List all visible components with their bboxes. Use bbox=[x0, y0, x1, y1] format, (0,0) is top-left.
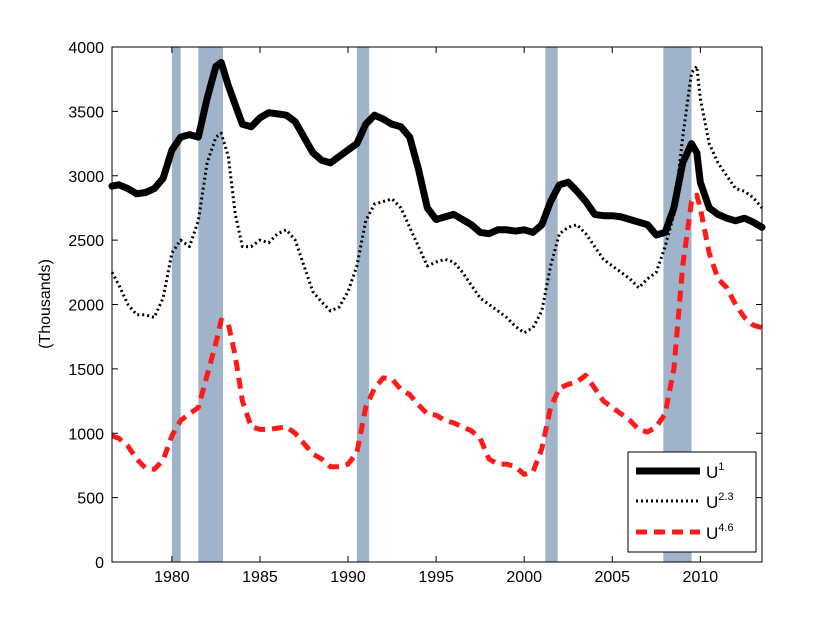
y-tick-label: 4000 bbox=[68, 40, 104, 57]
series-layer bbox=[108, 58, 766, 477]
x-tick-label: 1980 bbox=[154, 569, 190, 586]
y-tick-label: 3500 bbox=[68, 104, 104, 121]
legend-entry-u46-sup: 4.6 bbox=[718, 522, 733, 534]
series-line-u23 bbox=[110, 64, 764, 335]
legend-entry-u46-name: U bbox=[706, 524, 718, 543]
legend-entry-u1-name: U bbox=[706, 463, 718, 482]
legend-entry-u1-sup: 1 bbox=[718, 461, 724, 473]
y-axis-title: (Thousands) bbox=[37, 259, 54, 349]
y-tick-label: 500 bbox=[77, 491, 104, 508]
y-tick-label: 2000 bbox=[68, 298, 104, 315]
y-axis: 0 500 1000 1500 2000 2500 3000 3500 4000 bbox=[68, 40, 762, 572]
series-line-u46 bbox=[111, 192, 763, 477]
legend-entry-u23: U2.3 bbox=[706, 491, 734, 512]
y-tick-label: 1500 bbox=[68, 362, 104, 379]
legend-entry-u23-sup: 2.3 bbox=[718, 491, 733, 503]
legend-entry-u46: U4.6 bbox=[706, 522, 734, 543]
legend: U1 U2.3 U4.6 bbox=[627, 451, 757, 553]
x-tick-label: 2010 bbox=[683, 569, 719, 586]
recession-band-4 bbox=[545, 47, 558, 562]
series-line-u1 bbox=[108, 58, 766, 239]
x-tick-label: 1995 bbox=[418, 569, 454, 586]
legend-entry-u1: U1 bbox=[706, 461, 724, 482]
y-tick-label: 2500 bbox=[68, 233, 104, 250]
recession-band-1 bbox=[171, 47, 181, 562]
legend-entry-u23-name: U bbox=[706, 493, 718, 512]
y-tick-label: 0 bbox=[95, 555, 104, 572]
x-tick-label: 1990 bbox=[330, 569, 366, 586]
x-tick-label: 2005 bbox=[594, 569, 630, 586]
x-tick-label: 2000 bbox=[506, 569, 542, 586]
y-tick-label: 1000 bbox=[68, 426, 104, 443]
x-axis: 1980 1985 1990 1995 2000 2005 2010 bbox=[154, 47, 718, 586]
y-tick-label: 3000 bbox=[68, 169, 104, 186]
x-tick-label: 1985 bbox=[242, 569, 278, 586]
